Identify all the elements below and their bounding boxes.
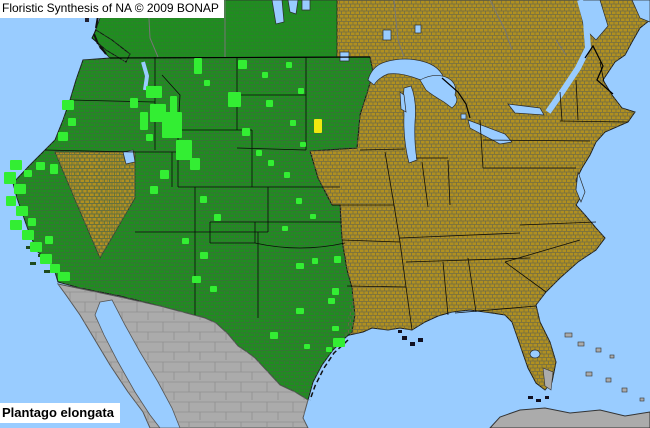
canadian-lake: [301, 0, 311, 11]
occurrence-county: [296, 198, 302, 204]
occurrence-county: [334, 256, 341, 263]
occurrence-county: [304, 344, 310, 349]
occurrence-county: [150, 186, 158, 194]
occurrence-county: [140, 112, 148, 130]
green-bay: [399, 91, 407, 113]
puget-sound: [141, 61, 150, 91]
florida-keys: [528, 396, 549, 402]
occurrence-county: [170, 96, 177, 114]
occurrence-county: [298, 88, 304, 94]
lake-winnipeg: [271, 0, 285, 25]
occurrence-county: [333, 338, 345, 347]
occurrence-county: [204, 80, 210, 86]
occurrence-county: [4, 172, 16, 184]
occurrence-county: [10, 220, 22, 230]
lake-nipigon: [382, 29, 392, 41]
occurrence-county: [146, 86, 162, 98]
occurrence-county: [214, 214, 221, 221]
occurrence-county: [332, 288, 339, 295]
bc-fjords: [93, 15, 107, 55]
occurrence-county: [328, 298, 335, 304]
occurrence-county: [238, 60, 247, 69]
occurrence-county: [28, 218, 36, 226]
occurrence-county: [146, 134, 153, 141]
lake-erie: [467, 119, 513, 145]
occurrence-county: [262, 72, 268, 78]
occurrence-county: [256, 150, 262, 156]
occurrence-county: [300, 142, 306, 147]
occurrence-county: [62, 100, 74, 110]
occurrence-county: [194, 58, 202, 74]
texas-barrier-islands: [309, 339, 349, 401]
lake-ontario: [507, 103, 545, 116]
occurrence-county: [130, 98, 138, 108]
occurrence-county: [228, 92, 241, 107]
occurrence-county: [286, 62, 292, 68]
occurrence-county: [162, 112, 182, 138]
occurrence-county: [14, 184, 26, 194]
occurrence-county: [242, 128, 250, 136]
occurrence-county: [200, 196, 207, 203]
occurrence-county: [290, 120, 296, 126]
occurrence-county: [182, 238, 189, 244]
province-borders: [147, 0, 567, 58]
occurrence-county: [332, 326, 339, 331]
rare-occurrence-county: [314, 119, 322, 133]
occurrence-county: [24, 170, 32, 177]
occurrence-county: [16, 206, 28, 216]
occurrence-county: [282, 226, 288, 231]
occurrence-county: [58, 272, 70, 281]
occurrence-county-marks: [4, 58, 345, 352]
occurrence-county: [296, 263, 304, 269]
lake-st-clair: [460, 113, 467, 120]
map-title: Floristic Synthesis of NA © 2009 BONAP: [0, 0, 224, 18]
occurrence-county: [326, 347, 332, 352]
great-salt-lake: [122, 149, 136, 165]
occurrence-county: [40, 254, 52, 264]
us-canada-border: [109, 44, 614, 119]
gulf-of-st-lawrence: [631, 0, 650, 23]
occurrence-county: [312, 258, 318, 264]
occurrence-county: [284, 172, 290, 178]
st-lawrence-river: [545, 0, 592, 114]
louisiana-delta: [398, 330, 423, 346]
state-borders: [44, 57, 629, 331]
bahamas-islands: [542, 332, 645, 402]
occurrence-county: [200, 252, 208, 259]
occurrence-county: [270, 332, 278, 339]
occurrence-county: [160, 170, 169, 179]
ontario-lake: [414, 24, 422, 34]
region-cuba: [489, 407, 650, 428]
gulf-of-california: [94, 299, 181, 428]
occurrence-county: [68, 118, 76, 126]
chesapeake-bay: [575, 171, 586, 203]
occurrence-county: [6, 196, 16, 206]
occurrence-county: [10, 160, 22, 170]
occurrence-county: [210, 286, 217, 292]
occurrence-county: [22, 230, 34, 240]
lake-okeechobee: [529, 349, 541, 359]
occurrence-county: [268, 160, 274, 166]
occurrence-county: [296, 308, 304, 314]
great-lakes: [122, 0, 650, 359]
occurrence-county: [176, 140, 192, 160]
occurrence-county: [190, 158, 200, 170]
occurrence-county: [310, 214, 316, 219]
occurrence-county: [36, 162, 45, 170]
occurrence-county: [50, 264, 60, 273]
occurrence-county: [30, 242, 42, 252]
occurrence-county: [58, 132, 68, 141]
occurrence-county: [50, 164, 58, 174]
occurrence-county: [192, 276, 201, 283]
occurrence-county: [266, 100, 273, 107]
lake-manitoba: [287, 0, 299, 15]
species-name-label: Plantago elongata: [0, 403, 120, 423]
occurrence-county: [45, 236, 53, 244]
